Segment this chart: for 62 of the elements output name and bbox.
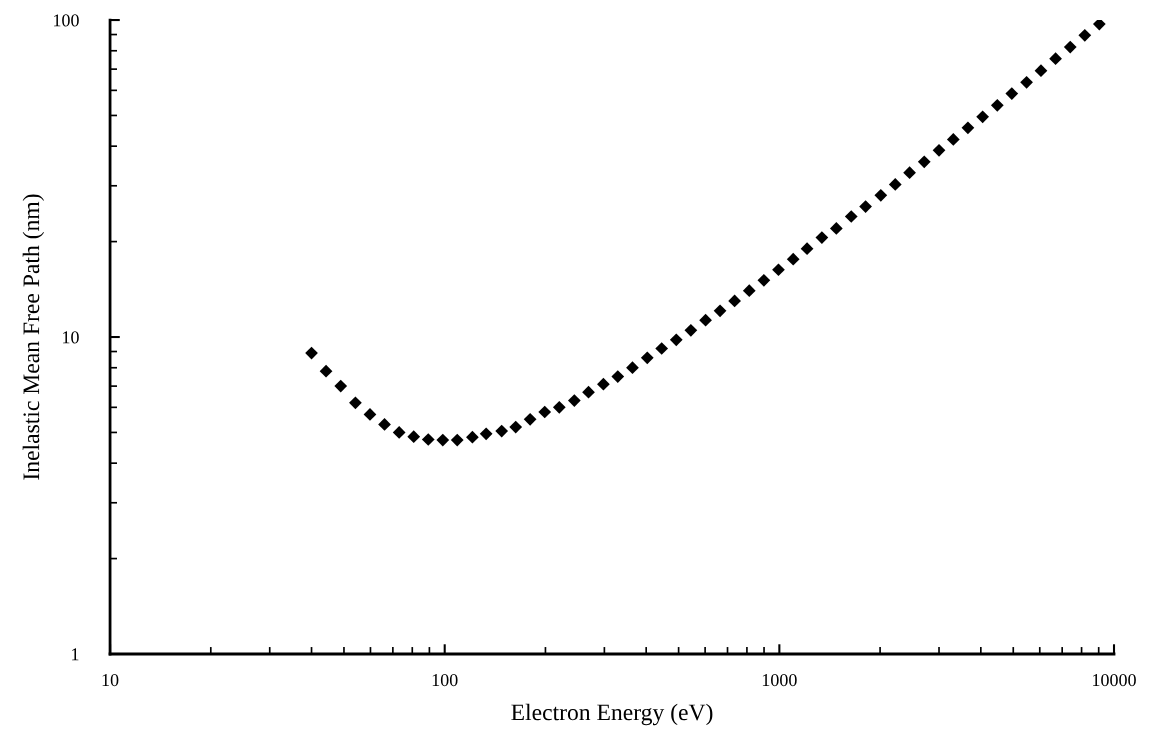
- point: [829, 222, 843, 235]
- point: [1020, 75, 1033, 89]
- point: [495, 424, 509, 438]
- point: [757, 273, 771, 287]
- point: [378, 418, 391, 431]
- point: [742, 284, 756, 298]
- point: [859, 200, 872, 213]
- point: [990, 99, 1004, 112]
- point: [1049, 52, 1062, 66]
- point: [392, 426, 406, 439]
- point: [1034, 64, 1048, 78]
- y-tick-label: 1: [72, 648, 79, 661]
- y-tick-label: 10: [63, 331, 79, 344]
- x-tick-label: 1000: [762, 673, 797, 687]
- point: [479, 427, 493, 441]
- x-tick-label: 10000: [1093, 673, 1136, 687]
- x-tick-label: 100: [432, 673, 458, 687]
- point: [772, 263, 785, 277]
- point: [932, 144, 946, 157]
- point: [713, 304, 727, 318]
- point: [523, 412, 537, 426]
- point: [786, 252, 800, 266]
- point: [961, 121, 975, 135]
- point: [903, 166, 916, 180]
- point: [946, 133, 960, 146]
- point: [684, 323, 698, 337]
- point: [349, 396, 362, 410]
- point: [640, 351, 654, 365]
- point: [466, 430, 479, 444]
- point: [917, 155, 931, 169]
- point: [669, 333, 683, 347]
- point: [815, 231, 829, 244]
- point: [874, 188, 888, 202]
- point: [699, 313, 712, 327]
- point: [509, 420, 523, 434]
- y-tick-label: 100: [54, 14, 79, 27]
- point: [582, 385, 595, 399]
- point: [655, 342, 669, 355]
- point: [1092, 20, 1106, 31]
- point: [319, 364, 333, 378]
- x-tick-label: 10: [102, 673, 119, 687]
- point: [450, 433, 464, 447]
- point: [552, 400, 566, 414]
- point: [888, 178, 902, 191]
- point: [1078, 28, 1092, 42]
- point: [334, 379, 348, 393]
- point: [800, 242, 814, 256]
- point: [1005, 87, 1019, 100]
- point: [976, 110, 989, 124]
- point: [597, 377, 610, 391]
- point: [1063, 40, 1077, 54]
- point: [407, 430, 421, 443]
- point: [611, 370, 625, 383]
- point: [567, 394, 581, 407]
- point: [436, 433, 450, 447]
- point: [728, 294, 741, 308]
- y-axis-title: Inelastic Mean Free Path (nm): [22, 194, 45, 480]
- point: [844, 210, 858, 223]
- point: [538, 405, 552, 419]
- point: [421, 433, 435, 446]
- point: [626, 361, 639, 375]
- x-axis-title: Electron Energy (eV): [511, 703, 713, 726]
